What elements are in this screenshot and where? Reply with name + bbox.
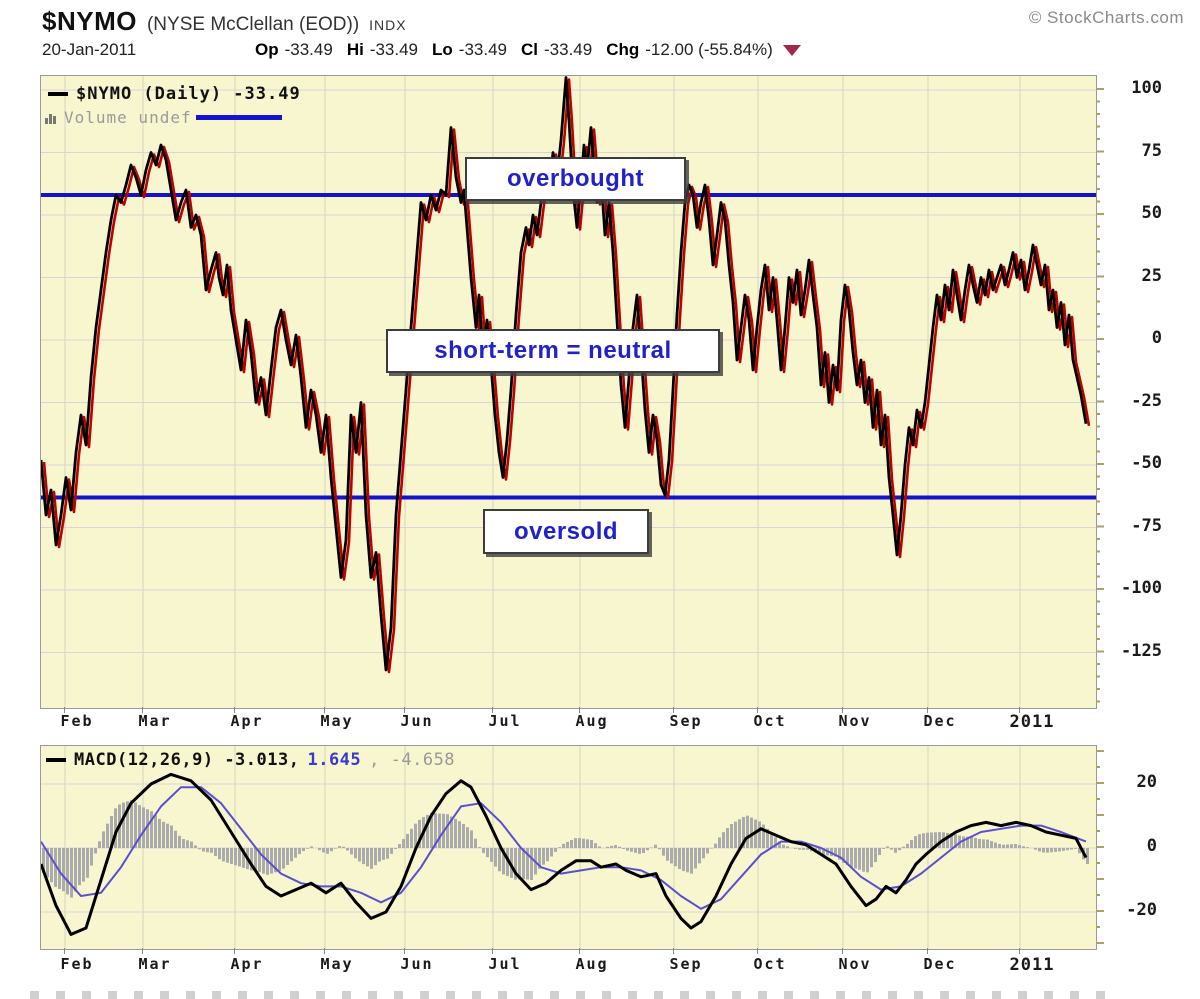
down-triangle-icon: [782, 44, 801, 56]
main-x-axis-tick: [142, 707, 143, 713]
main-x-axis-tick: [234, 707, 235, 713]
macd-x-axis-label: Nov: [838, 955, 872, 973]
symbol-type: INDX: [369, 17, 407, 33]
quote-date: 20-Jan-2011: [42, 40, 137, 59]
macd-plot: [40, 745, 1097, 950]
macd-x-axis-tick: [142, 948, 143, 954]
main-x-axis-label: Mar: [138, 712, 172, 730]
macd-x-axis-label: May: [320, 955, 354, 973]
main-x-axis-tick: [842, 707, 843, 713]
oversold-label: oversold: [483, 509, 649, 554]
main-x-axis-label: Feb: [60, 712, 94, 730]
macd-y-axis-label: 20: [1136, 772, 1157, 792]
main-x-axis-tick: [673, 707, 674, 713]
cropped-bottom-row: [30, 991, 1110, 999]
volume-legend: Volume undef: [44, 108, 192, 127]
blue-annotation-segment: [196, 115, 282, 120]
macd-x-axis-tick: [757, 948, 758, 954]
price-legend-label: $NYMO (Daily) -33.49: [76, 84, 301, 104]
main-y-axis-label: 75: [1141, 140, 1162, 161]
macd-x-axis-tick: [492, 948, 493, 954]
main-x-axis-label: Oct: [753, 712, 787, 730]
macd-legend: MACD(12,26,9) -3.013, 1.645 , -4.658: [46, 750, 455, 770]
macd-x-axis-tick: [927, 948, 928, 954]
macd-x-axis-label: Apr: [230, 955, 264, 973]
quote-change: Chg -12.00 (-55.84%): [606, 40, 801, 60]
main-y-axis-label: 0: [1151, 328, 1162, 348]
main-y-axis-label: -125: [1121, 640, 1162, 661]
macd-y-axis-ticks: [1096, 750, 1104, 944]
main-x-axis-tick: [927, 707, 928, 713]
quote-open: Op -33.49: [255, 40, 333, 59]
main-x-axis-tick: [579, 707, 580, 713]
macd-x-axis-label: Sep: [669, 955, 703, 973]
main-x-axis-tick: [1019, 707, 1020, 713]
macd-x-axis-tick: [673, 948, 674, 954]
macd-x-axis-label: Mar: [138, 955, 172, 973]
quote-high: Hi -33.49: [346, 40, 419, 59]
macd-signal-value: 1.645: [307, 750, 362, 770]
macd-x-axis-label: Feb: [60, 955, 94, 973]
stockcharts-watermark: © StockCharts.com: [1028, 8, 1184, 27]
main-x-axis-tick: [492, 707, 493, 713]
main-x-axis-label: Nov: [838, 712, 872, 730]
macd-x-axis-tick: [1019, 948, 1020, 954]
symbol: $NYMO: [42, 6, 137, 36]
macd-x-axis-tick: [324, 948, 325, 954]
main-x-axis-label: May: [320, 712, 354, 730]
main-y-axis-ticks: [1096, 88, 1104, 703]
macd-x-axis-label: 2011: [1009, 955, 1055, 975]
macd-chart-canvas: [41, 746, 1096, 949]
main-x-axis-label: Apr: [230, 712, 264, 730]
macd-x-axis-tick: [404, 948, 405, 954]
chart-header: $NYMO (NYSE McClellan (EOD)) INDX: [42, 6, 407, 37]
main-x-axis-label: 2011: [1009, 712, 1055, 732]
macd-y-axis-label: -20: [1126, 900, 1157, 920]
volume-icon: [45, 113, 56, 124]
macd-x-axis-label: Jul: [488, 955, 522, 973]
main-x-axis-label: Dec: [923, 712, 957, 730]
price-legend: $NYMO (Daily) -33.49: [48, 84, 301, 104]
main-x-axis-tick: [404, 707, 405, 713]
main-x-axis-label: Sep: [669, 712, 703, 730]
main-y-axis-label: -100: [1121, 578, 1162, 598]
main-x-axis-tick: [324, 707, 325, 713]
macd-x-axis-label: Dec: [923, 955, 957, 973]
main-x-axis-tick: [757, 707, 758, 713]
quote-close: Cl -33.49: [521, 40, 593, 59]
macd-x-axis-tick: [234, 948, 235, 954]
main-y-axis-label: 100: [1131, 78, 1162, 98]
main-y-axis-label: -50: [1131, 453, 1162, 473]
price-series-swatch: [48, 92, 68, 96]
macd-x-axis-label: Jun: [400, 955, 434, 973]
macd-x-axis-tick: [64, 948, 65, 954]
macd-x-axis-label: Aug: [575, 955, 609, 973]
symbol-name: (NYSE McClellan (EOD)): [146, 14, 360, 35]
macd-legend-label: MACD(12,26,9) -3.013,: [74, 750, 300, 770]
macd-series-swatch: [46, 758, 66, 762]
overbought-label: overbought: [465, 157, 686, 201]
volume-legend-label: Volume undef: [64, 108, 192, 127]
macd-y-axis-label: 0: [1146, 836, 1157, 856]
neutral-label: short-term = neutral: [386, 329, 720, 373]
main-y-axis-label: 50: [1141, 203, 1162, 223]
macd-x-axis-tick: [842, 948, 843, 954]
main-y-axis-label: -25: [1131, 390, 1162, 411]
main-y-axis-label: 25: [1141, 265, 1162, 286]
macd-hist-value: , -4.658: [369, 750, 456, 770]
main-x-axis-label: Jul: [488, 712, 522, 730]
macd-x-axis-tick: [579, 948, 580, 954]
macd-x-axis-label: Oct: [753, 955, 787, 973]
main-y-axis-label: -75: [1131, 515, 1162, 536]
quote-low: Lo -33.49: [432, 40, 507, 59]
main-x-axis-tick: [64, 707, 65, 713]
main-x-axis-label: Aug: [575, 712, 609, 730]
main-x-axis-label: Jun: [400, 712, 434, 730]
quote-line: 20-Jan-2011 Op -33.49 Hi -33.49 Lo -33.49 C…: [42, 40, 815, 60]
